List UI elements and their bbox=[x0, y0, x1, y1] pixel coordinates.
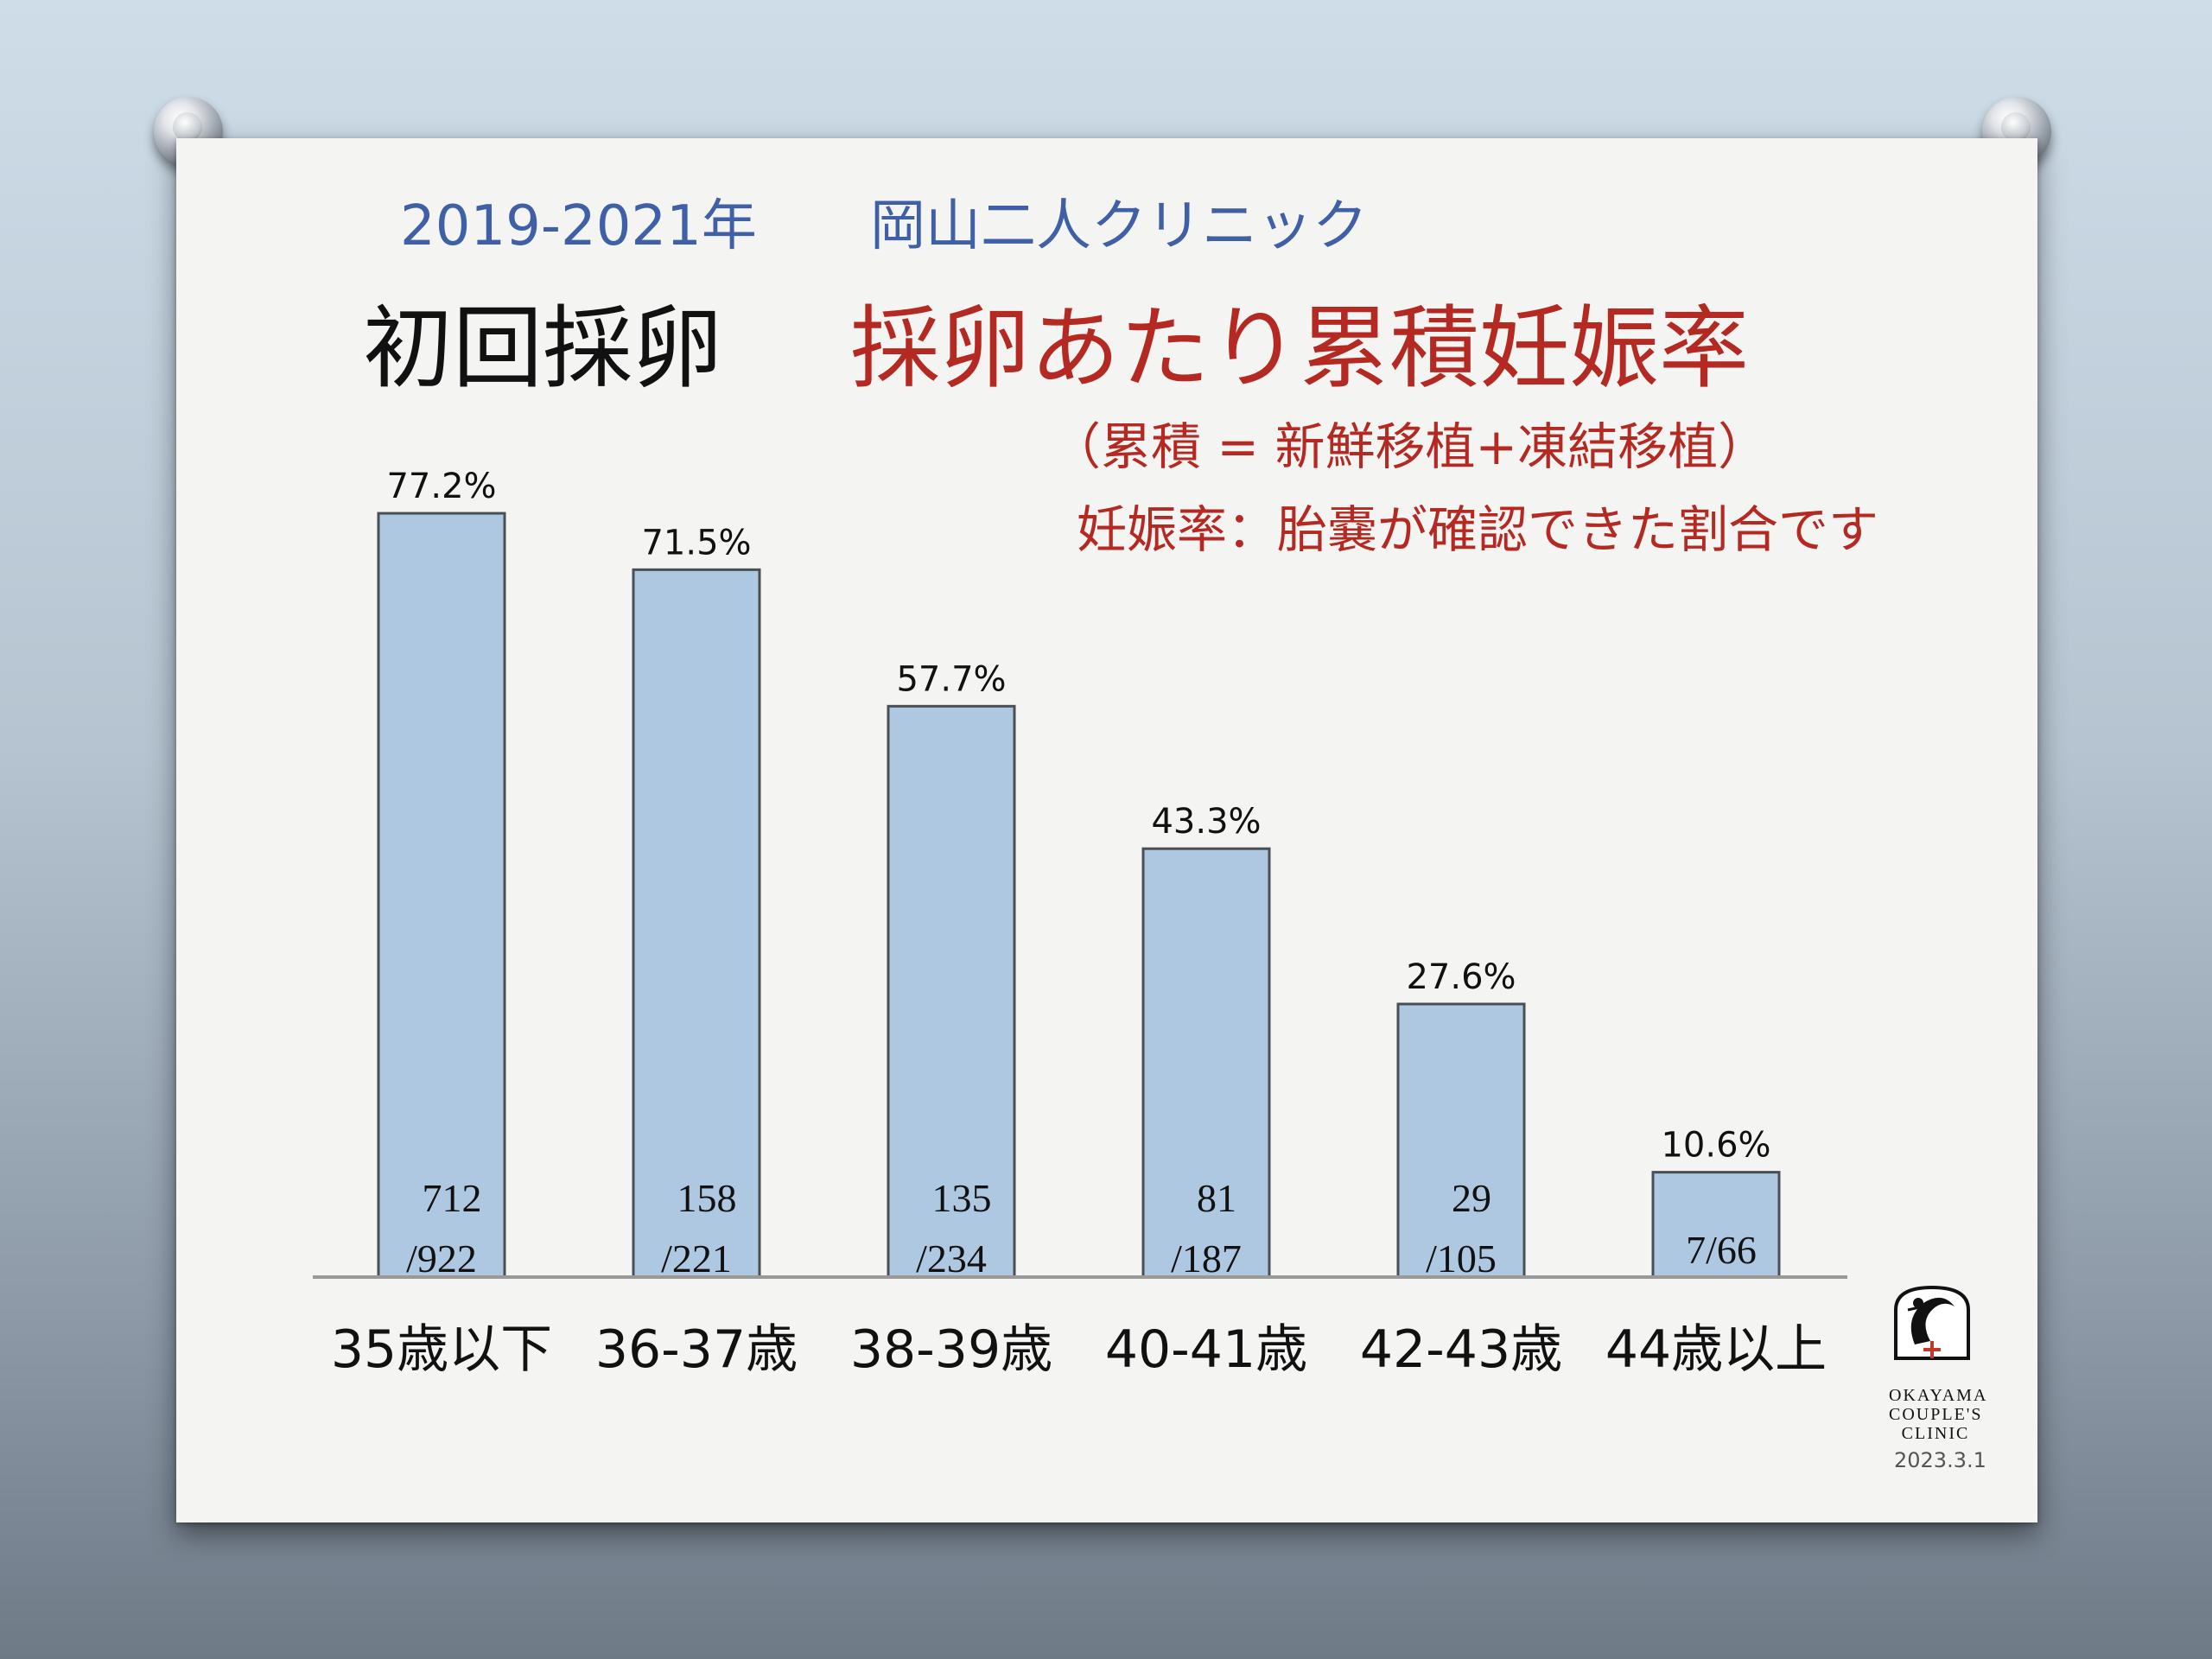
count-denominator-1: /221 bbox=[661, 1236, 732, 1281]
bar-1 bbox=[632, 568, 761, 1279]
value-label-5: 10.6% bbox=[1661, 1126, 1770, 1166]
bar-5 bbox=[1651, 1171, 1781, 1279]
title-first-retrieval: 初回採卵 bbox=[363, 296, 723, 401]
value-label-0: 77.2% bbox=[386, 467, 496, 506]
count-numerator-2: 135 bbox=[932, 1176, 992, 1220]
clinic-name: 岡山二人クリニック bbox=[870, 194, 1368, 258]
bar-0 bbox=[377, 512, 506, 1279]
count-numerator-1: 158 bbox=[677, 1176, 737, 1220]
period-subtitle: 2019-2021年 bbox=[400, 194, 757, 258]
crane-logo-icon bbox=[1894, 1285, 1970, 1360]
note-cumulative-definition: （累積 = 新鮮移植+凍結移植） bbox=[1051, 417, 1769, 476]
count-denominator-4: /105 bbox=[1426, 1236, 1497, 1281]
bar-2 bbox=[887, 704, 1016, 1279]
value-label-2: 57.7% bbox=[896, 659, 1006, 699]
count-numerator-4: 29 bbox=[1452, 1176, 1491, 1220]
count-numerator-0: 712 bbox=[423, 1176, 482, 1220]
bar-3 bbox=[1141, 847, 1271, 1279]
category-label-0: 35歳以下 bbox=[331, 1319, 552, 1380]
value-label-4: 27.6% bbox=[1406, 957, 1516, 997]
logo-line-1: OKAYAMA bbox=[1889, 1386, 1988, 1405]
category-label-3: 40-41歳 bbox=[1105, 1319, 1307, 1380]
count-denominator-0: /922 bbox=[406, 1236, 477, 1281]
logo-line-2: COUPLE'S bbox=[1889, 1405, 1983, 1424]
count-denominator-3: /187 bbox=[1171, 1236, 1242, 1281]
category-label-4: 42-43歳 bbox=[1360, 1319, 1562, 1380]
logo-line-3: CLINIC bbox=[1901, 1424, 1970, 1443]
value-label-3: 43.3% bbox=[1151, 802, 1261, 842]
category-label-5: 44歳以上 bbox=[1605, 1319, 1827, 1380]
value-label-1: 71.5% bbox=[641, 523, 751, 563]
logo-text: OKAYAMA COUPLE'S CLINIC bbox=[1889, 1386, 1988, 1443]
count-denominator-2: /234 bbox=[916, 1236, 987, 1281]
count-label-5: 7/66 bbox=[1686, 1228, 1757, 1272]
note-pregnancy-definition: 妊娠率：胎嚢が確認できた割合です bbox=[1077, 500, 1879, 559]
count-numerator-3: 81 bbox=[1197, 1176, 1236, 1220]
category-label-1: 36-37歳 bbox=[595, 1319, 798, 1380]
title-cumulative-pregnancy-rate: 採卵あたり累積妊娠率 bbox=[850, 296, 1750, 401]
date-label: 2023.3.1 bbox=[1894, 1448, 1986, 1472]
category-label-2: 38-39歳 bbox=[850, 1319, 1052, 1380]
